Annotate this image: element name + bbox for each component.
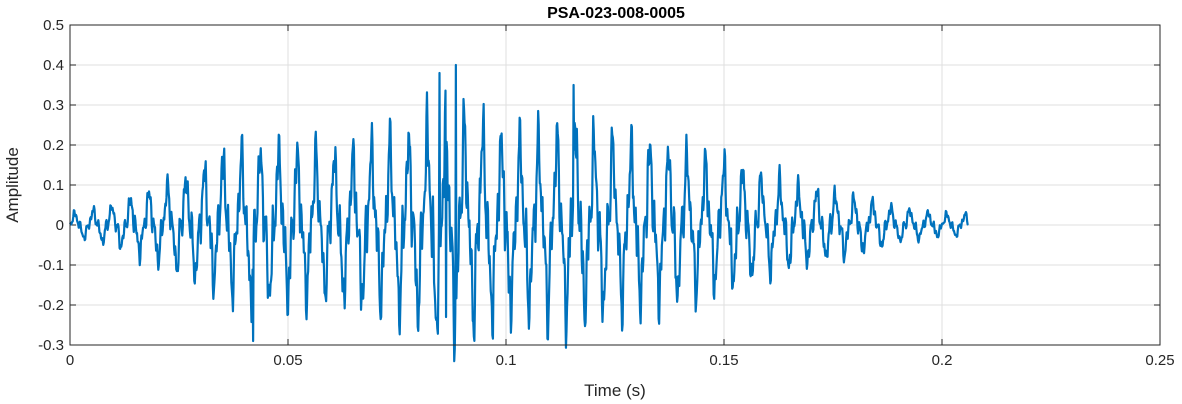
y-tick-label: -0.3 xyxy=(38,337,64,354)
y-axis-ticks: -0.3 -0.2 -0.1 0 0.1 0.2 0.3 0.4 0.5 xyxy=(38,17,1160,354)
x-tick-label: 0.2 xyxy=(932,352,953,369)
grid-lines xyxy=(70,25,1160,345)
x-tick-label: 0.05 xyxy=(273,352,302,369)
y-tick-label: 0.4 xyxy=(43,57,64,74)
x-tick-label: 0 xyxy=(66,352,74,369)
y-tick-label: 0.1 xyxy=(43,177,64,194)
y-tick-label: 0.3 xyxy=(43,97,64,114)
x-axis-label: Time (s) xyxy=(584,381,646,400)
y-tick-label: 0.2 xyxy=(43,137,64,154)
y-tick-label: -0.2 xyxy=(38,297,64,314)
series-line-0 xyxy=(68,63,969,363)
x-tick-label: 0.25 xyxy=(1145,352,1174,369)
series-layer xyxy=(68,63,969,363)
y-tick-label: -0.1 xyxy=(38,257,64,274)
y-tick-label: 0.5 xyxy=(43,17,64,34)
y-axis-label: Amplitude xyxy=(3,147,22,223)
x-tick-label: 0.1 xyxy=(496,352,517,369)
x-axis-ticks: 0 0.05 0.1 0.15 0.2 0.25 xyxy=(66,25,1175,369)
chart-title: PSA-023-008-0005 xyxy=(547,5,685,22)
y-tick-label: 0 xyxy=(56,217,64,234)
plot-frame xyxy=(69,24,1161,346)
x-tick-label: 0.15 xyxy=(709,352,738,369)
